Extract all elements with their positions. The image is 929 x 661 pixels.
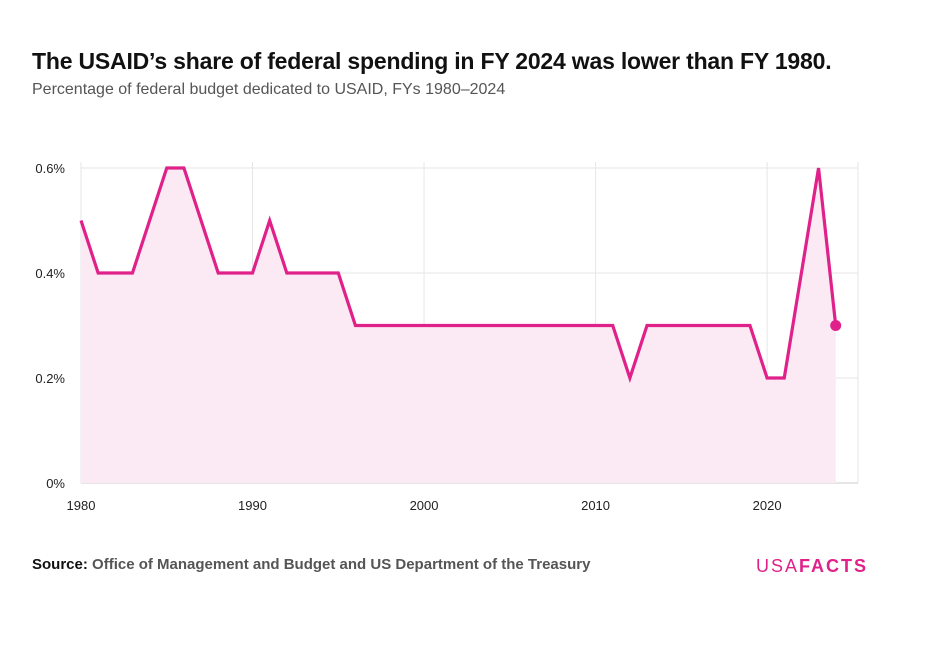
data-point — [766, 377, 769, 380]
data-point — [800, 272, 803, 275]
logo-text-usa: USA — [756, 556, 800, 576]
chart-subtitle: Percentage of federal budget dedicated t… — [32, 81, 506, 98]
data-point — [611, 324, 614, 327]
data-point — [114, 272, 117, 275]
y-tick-label: 0.6% — [35, 161, 65, 176]
axis-label-layer: 0% 0.2% 0.4% 0.6% 1980 1990 2000 2010 2020 — [35, 161, 781, 513]
data-point — [697, 324, 700, 327]
data-point — [200, 219, 203, 222]
y-tick-label: 0.4% — [35, 266, 65, 281]
data-point — [491, 324, 494, 327]
data-point — [388, 324, 391, 327]
data-point — [817, 167, 820, 170]
data-point — [423, 324, 426, 327]
data-point — [165, 167, 168, 170]
usafacts-logo: USAFACTS — [756, 556, 868, 577]
data-point — [628, 377, 631, 380]
data-point — [131, 272, 134, 275]
data-point — [731, 324, 734, 327]
data-point — [525, 324, 528, 327]
source-label: Source: — [32, 556, 88, 573]
data-point — [663, 324, 666, 327]
data-point — [217, 272, 220, 275]
y-tick-label: 0.2% — [35, 371, 65, 386]
data-point — [97, 272, 100, 275]
data-point — [748, 324, 751, 327]
data-point — [543, 324, 546, 327]
data-point — [354, 324, 357, 327]
data-point — [371, 324, 374, 327]
x-tick-label: 2010 — [581, 498, 610, 513]
end-point-marker — [830, 320, 842, 331]
data-point — [337, 272, 340, 275]
x-tick-label: 2020 — [753, 498, 782, 513]
data-point — [508, 324, 511, 327]
logo-text-facts: FACTS — [799, 556, 869, 576]
data-point — [405, 324, 408, 327]
data-point — [302, 272, 305, 275]
source-text: Office of Management and Budget and US D… — [92, 556, 591, 573]
data-point — [285, 272, 288, 275]
data-point — [268, 219, 271, 222]
data-point — [251, 272, 254, 275]
data-point — [474, 324, 477, 327]
data-point — [594, 324, 597, 327]
x-tick-label: 1980 — [67, 498, 96, 513]
x-tick-label: 2000 — [410, 498, 439, 513]
data-point — [577, 324, 580, 327]
x-tick-label: 1990 — [238, 498, 267, 513]
data-point — [560, 324, 563, 327]
data-point — [457, 324, 460, 327]
data-point — [440, 324, 443, 327]
line-layer — [79, 166, 842, 384]
data-point — [182, 167, 185, 170]
chart-title: The USAID’s share of federal spending in… — [32, 48, 832, 74]
data-point — [80, 219, 83, 222]
y-tick-label: 0% — [46, 476, 65, 491]
series-line — [79, 166, 838, 384]
data-point — [783, 377, 786, 380]
data-point — [320, 272, 323, 275]
data-point — [148, 219, 151, 222]
data-point — [234, 272, 237, 275]
data-point — [646, 324, 649, 327]
data-point — [714, 324, 717, 327]
data-point — [680, 324, 683, 327]
source-note: Source: Office of Management and Budget … — [32, 556, 590, 573]
